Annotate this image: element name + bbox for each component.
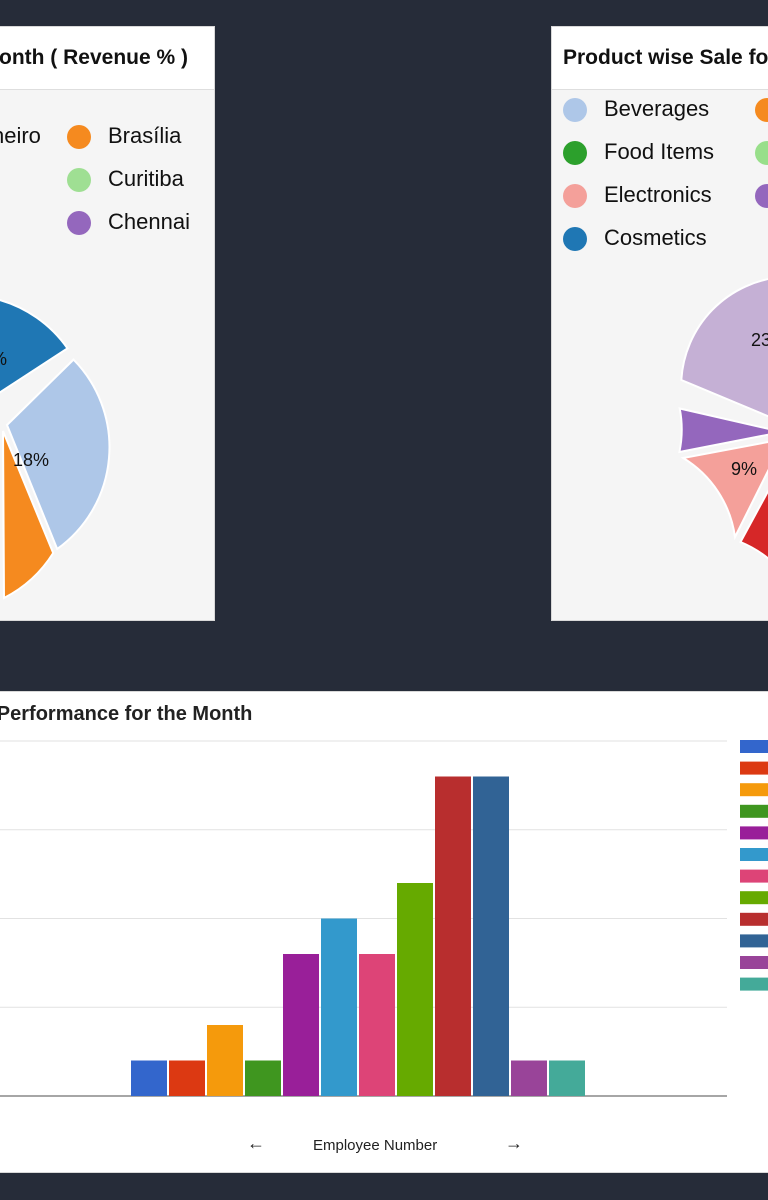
bar-series [131,776,585,1097]
bar[interactable] [549,1060,585,1097]
pie-slice [680,440,768,541]
bar[interactable] [435,776,471,1097]
arrow-right-icon[interactable]: → [505,1133,523,1153]
bar[interactable] [207,1025,243,1096]
pie-slice [739,489,768,560]
arrow-left-icon[interactable]: ← [247,1133,265,1153]
revenue-pie-chart: % 18% [0,299,111,600]
bar-legend-swatch[interactable] [740,848,768,861]
bar[interactable] [359,954,395,1096]
bar[interactable] [473,776,509,1097]
legend-dot [67,125,91,149]
pie-data-label: 23 [751,330,768,350]
product-pie-title-bar: Product wise Sale fo [552,27,768,90]
legend-dot [755,98,768,122]
legend-dot [563,227,587,251]
legend-dot [563,98,587,122]
bar[interactable] [245,1060,281,1097]
legend-dot [755,141,768,165]
bar[interactable] [283,954,319,1096]
legend-dot [67,211,91,235]
bar[interactable] [321,918,357,1097]
pie-slice [5,358,111,551]
bar-legend-swatch[interactable] [740,740,768,753]
legend-dot [563,141,587,165]
legend-label: Brasília [108,123,182,148]
pie-data-label: 9% [731,459,757,479]
legend-dot [755,184,768,208]
product-pie-chart: 23 9% [678,278,768,560]
revenue-pie-title-bar: onth ( Revenue % ) [0,27,214,90]
bar-chart-title: se Performance for the Month [0,703,253,725]
bar[interactable] [169,1060,205,1097]
bar-legend-swatch[interactable] [740,783,768,797]
legend-label: neiro [0,123,41,148]
legend-label: Food Items [604,139,715,164]
legend-label: Cosmetics [604,225,707,250]
bar-legend [740,740,768,991]
legend-label: Chennai [108,209,190,234]
x-axis-title: Employee Number [313,1137,438,1154]
bar[interactable] [511,1060,547,1097]
bar-legend-swatch[interactable] [740,826,768,840]
revenue-pie-title: onth ( Revenue % ) [0,46,189,69]
bar-legend-swatch[interactable] [740,761,768,775]
employee-performance-chart [0,740,768,1097]
bar-legend-swatch[interactable] [740,977,768,991]
product-pie-panel: Product wise Sale fo Beverages Food Item… [551,26,768,621]
bar-legend-swatch[interactable] [740,804,768,818]
pie-slice [2,430,55,600]
revenue-pie-panel: onth ( Revenue % ) neiro Brasília Curiti… [0,26,215,621]
legend-label: Curitiba [108,166,184,191]
pie-slice [0,299,69,394]
employee-performance-panel: se Performance for the Month ← Employee … [0,691,768,1173]
legend-dot [563,184,587,208]
bar-legend-swatch[interactable] [740,912,768,926]
legend-label: Electronics [604,182,712,207]
bar-legend-swatch[interactable] [740,891,768,905]
legend-label: Beverages [604,96,710,121]
pie-slice [678,407,768,454]
pie-data-label: % [0,349,7,369]
pie-data-label: 18% [13,450,49,470]
product-pie-title: Product wise Sale fo [563,46,768,69]
bar[interactable] [131,1060,167,1097]
bar-legend-swatch[interactable] [740,869,768,883]
legend-dot [67,168,91,192]
bar[interactable] [397,883,433,1096]
bar-legend-swatch[interactable] [740,934,768,948]
bar-legend-swatch[interactable] [740,956,768,969]
